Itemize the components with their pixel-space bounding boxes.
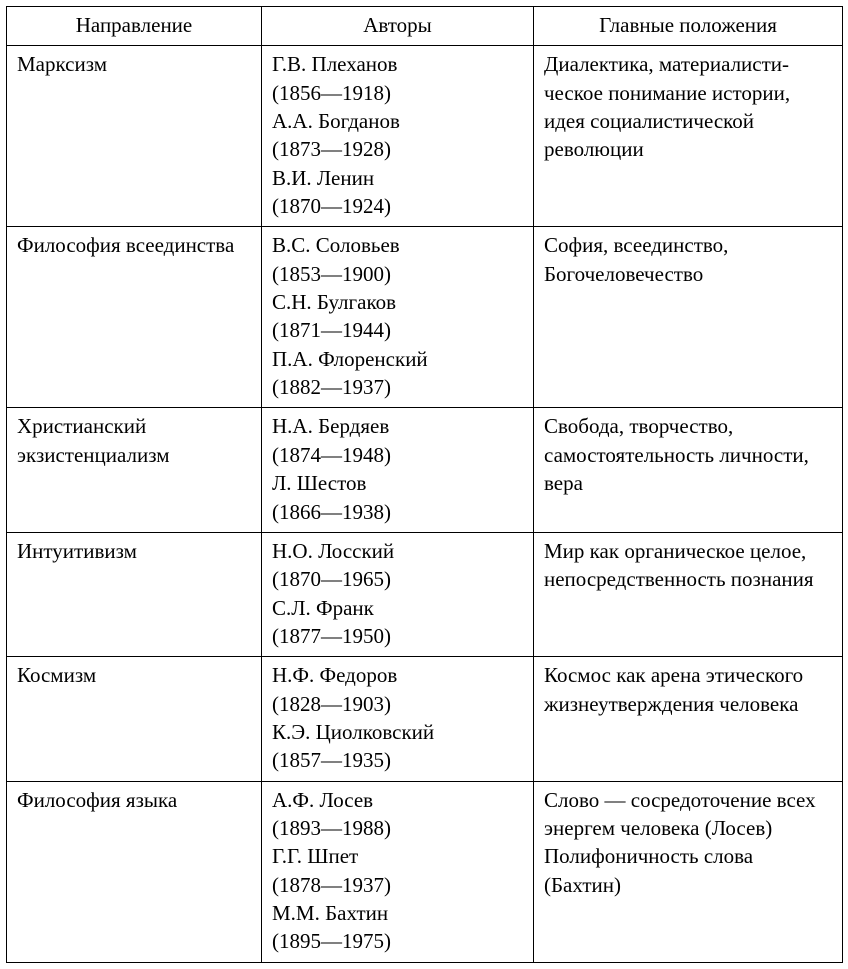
table-header-row: Направление Авторы Главные положения [7, 7, 843, 46]
cell-authors: В.С. Соловьев(1853—1900)С.Н. Булгаков(18… [262, 227, 534, 408]
cell-authors: Н.А. Бердяев(1874—1948)Л. Шестов(1866—19… [262, 408, 534, 532]
cell-thesis: Диалектика, материалисти­ческое понимани… [534, 46, 843, 227]
cell-authors: Н.О. Лосский(1870—1965)С.Л. Франк(1877—1… [262, 532, 534, 656]
author-line: К.Э. Циолковский [272, 718, 523, 746]
table-row: ИнтуитивизмН.О. Лосский(1870—1965)С.Л. Ф… [7, 532, 843, 656]
author-line: П.А. Флоренский [272, 345, 523, 373]
author-line: Н.О. Лосский [272, 537, 523, 565]
cell-thesis: София, всеединство, Богочеловечество [534, 227, 843, 408]
author-line: В.И. Ленин [272, 164, 523, 192]
author-line: Н.Ф. Федоров [272, 661, 523, 689]
author-line: (1828—1903) [272, 690, 523, 718]
author-line: (1871—1944) [272, 316, 523, 344]
author-line: Н.А. Бердяев [272, 412, 523, 440]
cell-direction: Христианский экзистенциализм [7, 408, 262, 532]
author-line: Г.Г. Шпет [272, 842, 523, 870]
philosophy-schools-table: Направление Авторы Главные положения Мар… [6, 6, 843, 963]
author-line: (1853—1900) [272, 260, 523, 288]
table-row: Философия всеединстваВ.С. Соловьев(1853—… [7, 227, 843, 408]
author-line: Л. Шестов [272, 469, 523, 497]
cell-thesis: Мир как органическое целое, непосредстве… [534, 532, 843, 656]
author-line: (1874—1948) [272, 441, 523, 469]
author-line: (1882—1937) [272, 373, 523, 401]
author-line: С.Н. Булгаков [272, 288, 523, 316]
col-header-authors: Авторы [262, 7, 534, 46]
col-header-thesis: Главные положения [534, 7, 843, 46]
author-line: (1856—1918) [272, 79, 523, 107]
table-row: МарксизмГ.В. Плеханов(1856—1918)А.А. Бог… [7, 46, 843, 227]
author-line: (1857—1935) [272, 746, 523, 774]
cell-thesis: Свобода, творчество, самостоятельность л… [534, 408, 843, 532]
table-body: МарксизмГ.В. Плеханов(1856—1918)А.А. Бог… [7, 46, 843, 962]
table-row: КосмизмН.Ф. Федоров(1828—1903)К.Э. Циолк… [7, 657, 843, 781]
author-line: (1878—1937) [272, 871, 523, 899]
cell-direction: Марксизм [7, 46, 262, 227]
cell-authors: Г.В. Плеханов(1856—1918)А.А. Богданов(18… [262, 46, 534, 227]
author-line: Г.В. Плеханов [272, 50, 523, 78]
author-line: М.М. Бахтин [272, 899, 523, 927]
author-line: (1893—1988) [272, 814, 523, 842]
table-row: Христианский экзистенциализмН.А. Бердяев… [7, 408, 843, 532]
author-line: (1895—1975) [272, 927, 523, 955]
cell-direction: Космизм [7, 657, 262, 781]
author-line: (1870—1965) [272, 565, 523, 593]
cell-authors: Н.Ф. Федоров(1828—1903)К.Э. Циолковский(… [262, 657, 534, 781]
author-line: (1866—1938) [272, 498, 523, 526]
col-header-direction: Направление [7, 7, 262, 46]
author-line: А.Ф. Лосев [272, 786, 523, 814]
author-line: С.Л. Франк [272, 594, 523, 622]
cell-thesis: Космос как арена этическо­го жизнеутверж… [534, 657, 843, 781]
author-line: (1873—1928) [272, 135, 523, 163]
author-line: (1870—1924) [272, 192, 523, 220]
cell-direction: Интуитивизм [7, 532, 262, 656]
cell-direction: Философия всеединства [7, 227, 262, 408]
author-line: (1877—1950) [272, 622, 523, 650]
author-line: В.С. Соловьев [272, 231, 523, 259]
author-line: А.А. Богданов [272, 107, 523, 135]
